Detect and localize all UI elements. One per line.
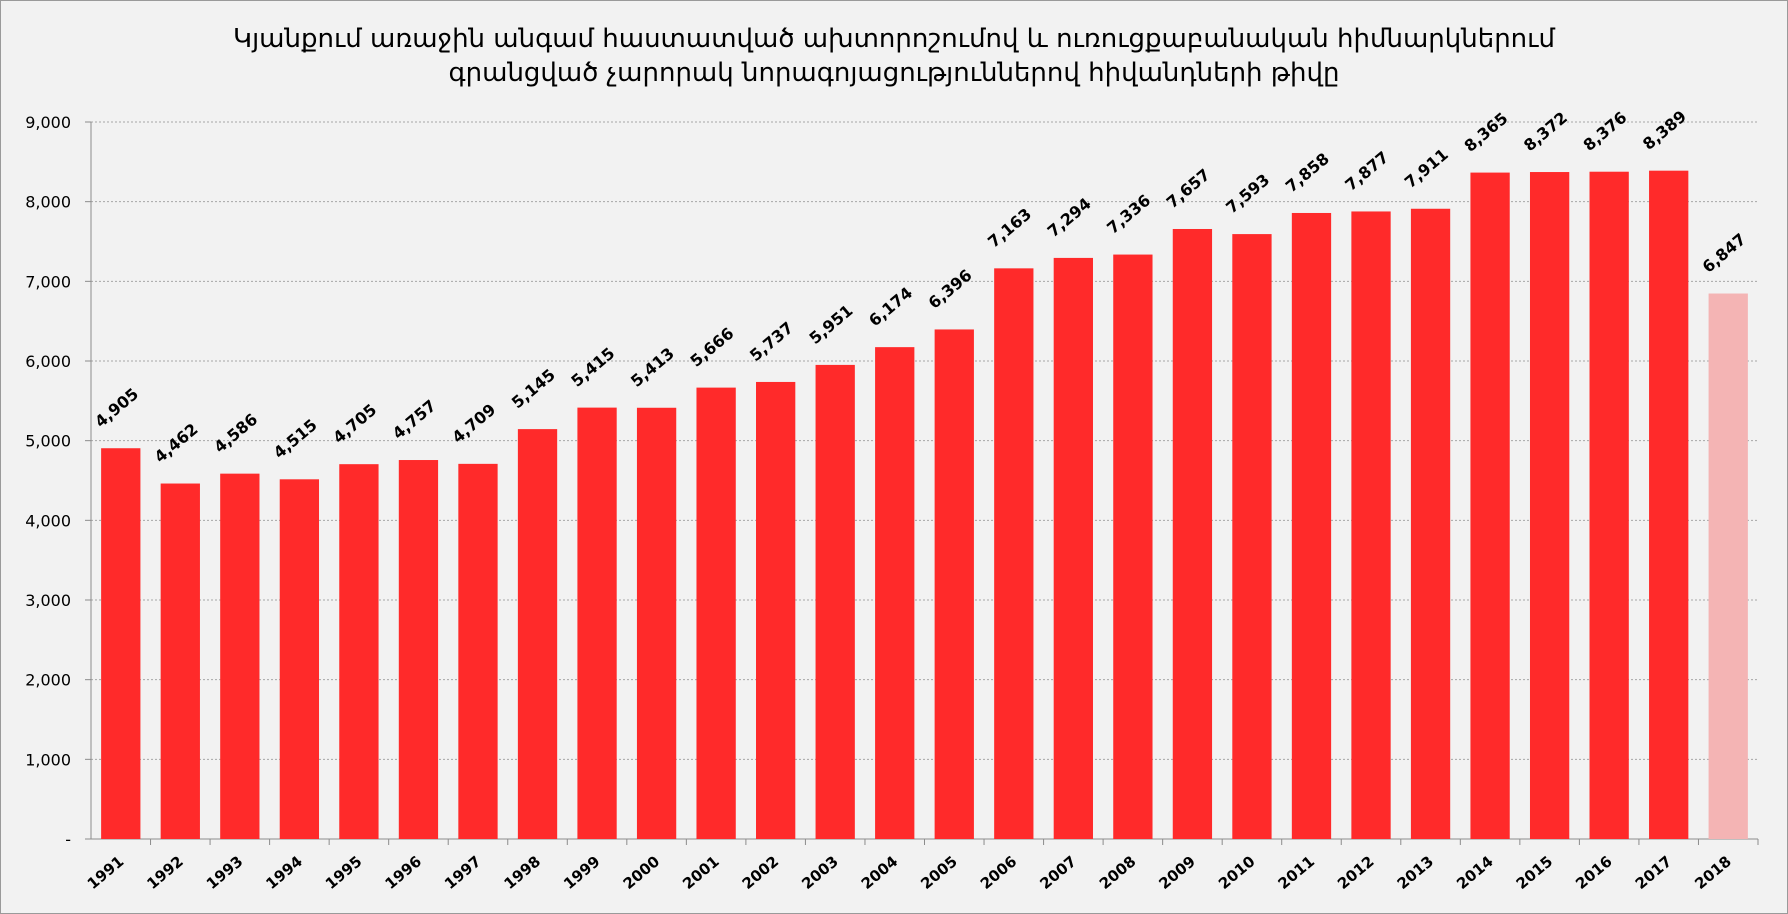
x-tick-label: 2011 — [1275, 852, 1319, 893]
bar — [1291, 212, 1332, 839]
bar — [1172, 228, 1213, 840]
bar — [756, 381, 796, 839]
bar — [279, 479, 320, 839]
x-tick-label: 2016 — [1572, 852, 1616, 893]
data-label: 5,415 — [567, 344, 618, 391]
bar — [101, 448, 141, 839]
x-tick-label: 1999 — [560, 852, 604, 893]
bar — [815, 364, 855, 839]
bar — [1529, 172, 1570, 840]
x-tick-label: 1994 — [262, 852, 306, 893]
data-label: 4,709 — [448, 400, 499, 447]
bar — [1053, 257, 1093, 839]
y-tick-label: 9,000 — [25, 113, 71, 132]
x-tick-label: 2007 — [1036, 852, 1080, 893]
data-label: 6,847 — [1699, 230, 1750, 277]
data-label: 6,396 — [925, 265, 976, 312]
x-tick-label: 2001 — [679, 852, 723, 893]
bar — [696, 387, 736, 839]
x-tick-label: 2014 — [1453, 852, 1497, 893]
data-label: 4,462 — [151, 420, 202, 467]
y-tick-label: 7,000 — [25, 272, 71, 291]
bar — [1351, 211, 1391, 839]
bar — [458, 463, 498, 839]
chart-title: Կյանքում առաջին անգամ հաստատված ախտորոշո… — [0, 22, 1788, 90]
y-tick-label: 5,000 — [25, 432, 71, 451]
bar — [1649, 170, 1689, 839]
data-label: 5,737 — [746, 318, 797, 365]
chart-title-line-2: գրանցված չարորակ նորագոյացություններով հ… — [448, 58, 1340, 88]
x-tick-label: 2013 — [1394, 852, 1438, 893]
x-tick-label: 2005 — [917, 852, 961, 893]
x-tick-label: 2017 — [1632, 852, 1676, 893]
data-label: 4,515 — [270, 415, 321, 462]
y-tick-label: 8,000 — [25, 193, 71, 212]
data-label: 6,174 — [865, 283, 916, 330]
x-tick-label: 2018 — [1691, 852, 1735, 893]
y-tick-label: 6,000 — [25, 352, 71, 371]
x-tick-label: 1998 — [501, 852, 545, 893]
x-tick-label: 1997 — [441, 852, 485, 893]
y-tick-label: 4,000 — [25, 511, 71, 530]
x-tick-label: 1992 — [143, 852, 187, 893]
bar — [517, 429, 558, 839]
y-tick-label: 2,000 — [25, 671, 71, 690]
x-tick-label: 2002 — [739, 852, 783, 893]
bar — [398, 460, 439, 839]
data-label: 4,905 — [91, 384, 142, 431]
data-label: 5,666 — [686, 324, 737, 371]
y-tick-label: 1,000 — [25, 750, 71, 769]
bar — [1708, 293, 1748, 839]
data-label: 8,365 — [1460, 109, 1511, 156]
y-tick-label: - — [65, 830, 71, 849]
data-label: 7,657 — [1163, 165, 1214, 212]
x-tick-label: 2009 — [1155, 852, 1199, 893]
bars — [101, 170, 1748, 840]
bar — [1113, 254, 1153, 840]
data-label: 7,294 — [1044, 194, 1095, 241]
bar — [577, 407, 617, 839]
x-tick-label: 1996 — [381, 852, 425, 893]
bar — [636, 407, 677, 839]
chart-title-line-1: Կյանքում առաջին անգամ հաստատված ախտորոշո… — [233, 24, 1555, 54]
x-tick-label: 2006 — [977, 852, 1021, 893]
data-label: 7,911 — [1401, 145, 1452, 192]
x-tick-label: 1993 — [203, 852, 247, 893]
data-label: 7,858 — [1282, 149, 1333, 196]
data-label: 7,593 — [1222, 170, 1273, 217]
data-label: 7,336 — [1103, 191, 1154, 238]
bar — [994, 268, 1034, 839]
bar — [1589, 171, 1629, 839]
x-tick-label: 2015 — [1513, 852, 1557, 893]
x-tick-label: 2004 — [858, 852, 902, 893]
bar — [1470, 172, 1510, 840]
data-label: 5,413 — [627, 344, 678, 391]
data-label: 8,372 — [1520, 108, 1571, 155]
data-label: 4,586 — [210, 410, 261, 457]
x-tick-label: 1995 — [322, 852, 366, 893]
bar — [875, 347, 915, 839]
x-tick-label: 2008 — [1096, 852, 1140, 893]
bar — [220, 473, 260, 839]
bar — [160, 483, 200, 839]
bar — [339, 464, 379, 839]
bar — [934, 329, 974, 839]
data-label: 5,951 — [806, 301, 857, 348]
bar — [1232, 234, 1272, 839]
y-tick-label: 3,000 — [25, 591, 71, 610]
data-label: 8,389 — [1639, 107, 1690, 154]
data-label: 4,757 — [389, 396, 440, 443]
x-tick-label: 2012 — [1334, 852, 1378, 893]
bar — [1410, 208, 1451, 839]
data-label: 7,163 — [984, 204, 1035, 251]
data-label: 5,145 — [508, 365, 559, 412]
x-tick-label: 2000 — [620, 852, 664, 893]
x-tick-label: 1991 — [84, 852, 128, 893]
data-label: 7,877 — [1341, 147, 1392, 194]
x-tick-label: 2003 — [798, 852, 842, 893]
data-label: 8,376 — [1580, 108, 1631, 155]
x-tick-label: 2010 — [1215, 852, 1259, 893]
